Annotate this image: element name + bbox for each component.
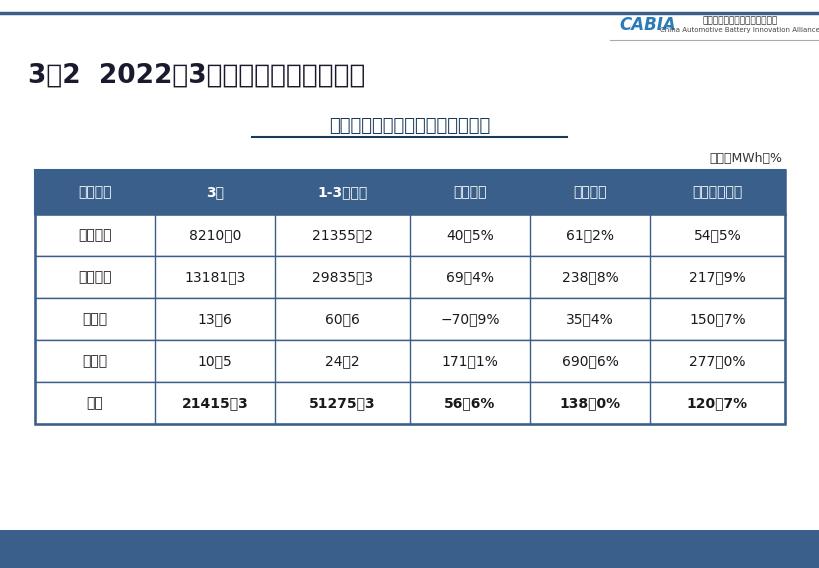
Bar <box>35 214 784 256</box>
Text: 材料种类: 材料种类 <box>78 185 111 199</box>
Text: 8210．0: 8210．0 <box>188 228 241 242</box>
Bar <box>35 170 784 424</box>
Text: 217．9%: 217．9% <box>688 270 745 284</box>
Text: 61．2%: 61．2% <box>565 228 613 242</box>
Text: 40．5%: 40．5% <box>446 228 493 242</box>
Text: 3月: 3月 <box>206 185 224 199</box>
Text: 1-3月累计: 1-3月累计 <box>317 185 367 199</box>
Text: 3．2  2022年3月我国动力电池装车量: 3．2 2022年3月我国动力电池装车量 <box>28 63 365 89</box>
Text: 中国汽车动力电池产业创新联盟: 中国汽车动力电池产业创新联盟 <box>702 16 776 26</box>
Bar <box>35 256 784 298</box>
Text: 60．6: 60．6 <box>324 312 360 326</box>
Text: China Automotive Battery Innovation Alliance: China Automotive Battery Innovation Alli… <box>659 27 819 33</box>
Text: 51275．3: 51275．3 <box>309 396 375 410</box>
Bar <box>35 298 784 340</box>
Text: 21415．3: 21415．3 <box>181 396 248 410</box>
Text: 54．5%: 54．5% <box>693 228 740 242</box>
Text: 277．0%: 277．0% <box>689 354 744 368</box>
Text: 10．5: 10．5 <box>197 354 232 368</box>
Text: 同比增长: 同比增长 <box>572 185 606 199</box>
Text: −70．9%: −70．9% <box>440 312 499 326</box>
Text: 同比累计增长: 同比累计增长 <box>691 185 742 199</box>
Text: 56．6%: 56．6% <box>444 396 495 410</box>
Text: 171．1%: 171．1% <box>441 354 498 368</box>
Text: 24．2: 24．2 <box>325 354 360 368</box>
Text: 150．7%: 150．7% <box>688 312 745 326</box>
Bar <box>35 340 784 382</box>
Text: 35．4%: 35．4% <box>565 312 613 326</box>
Text: CABIA: CABIA <box>619 16 676 34</box>
Text: 锰酸锂: 锰酸锂 <box>83 312 107 326</box>
Text: 单位：MWh、%: 单位：MWh、% <box>708 152 781 165</box>
Text: 138．0%: 138．0% <box>559 396 620 410</box>
FancyBboxPatch shape <box>0 530 819 568</box>
Text: 13181．3: 13181．3 <box>184 270 246 284</box>
Text: 钛酸锂: 钛酸锂 <box>83 354 107 368</box>
Text: 按材料类型划分的动力电池装车量: 按材料类型划分的动力电池装车量 <box>329 117 490 135</box>
Text: 29835．3: 29835．3 <box>311 270 373 284</box>
Text: 690．6%: 690．6% <box>561 354 618 368</box>
Text: 磷酸铁锂: 磷酸铁锂 <box>78 270 111 284</box>
Text: 238．8%: 238．8% <box>561 270 618 284</box>
Text: 120．7%: 120．7% <box>686 396 747 410</box>
Text: 合计: 合计 <box>87 396 103 410</box>
Text: 三元材料: 三元材料 <box>78 228 111 242</box>
Bar <box>35 170 784 214</box>
Text: 21355．2: 21355．2 <box>311 228 373 242</box>
Text: 13．6: 13．6 <box>197 312 232 326</box>
Text: 69．4%: 69．4% <box>446 270 493 284</box>
Bar <box>35 382 784 424</box>
Text: 环比增长: 环比增长 <box>453 185 486 199</box>
